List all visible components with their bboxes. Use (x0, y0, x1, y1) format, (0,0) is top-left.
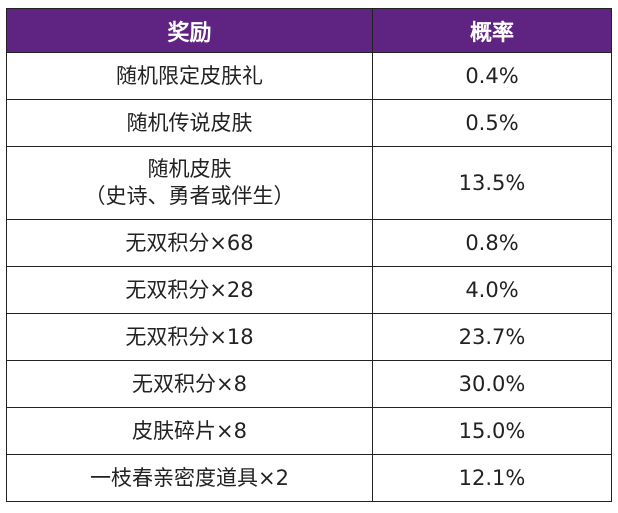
table-row: 无双积分×8 30.0% (6, 360, 612, 408)
table-row: 无双积分×28 4.0% (6, 266, 612, 314)
table-row: 一枝春亲密度道具×2 12.1% (6, 454, 612, 502)
reward-cell: 无双积分×18 (6, 313, 373, 361)
probability-cell: 0.4% (372, 52, 612, 100)
table-header-row: 奖励 概率 (6, 8, 612, 53)
probability-cell: 30.0% (372, 360, 612, 408)
table-row: 随机传说皮肤 0.5% (6, 99, 612, 147)
reward-cell: 无双积分×68 (6, 219, 373, 267)
reward-probability-table: 奖励 概率 随机限定皮肤礼 0.4% 随机传说皮肤 0.5% 随机皮肤 （史诗、… (6, 8, 612, 502)
table-row: 随机限定皮肤礼 0.4% (6, 52, 612, 100)
reward-cell: 随机限定皮肤礼 (6, 52, 373, 100)
header-probability: 概率 (372, 8, 612, 53)
reward-cell: 随机皮肤 （史诗、勇者或伴生） (6, 146, 373, 220)
probability-cell: 12.1% (372, 454, 612, 502)
reward-cell: 无双积分×8 (6, 360, 373, 408)
reward-note: （史诗、勇者或伴生） (84, 184, 295, 208)
table-row: 无双积分×18 23.7% (6, 313, 612, 361)
reward-name: 随机皮肤 (147, 157, 232, 181)
probability-cell: 15.0% (372, 407, 612, 455)
probability-cell: 4.0% (372, 266, 612, 314)
table-row: 随机皮肤 （史诗、勇者或伴生） 13.5% (6, 146, 612, 220)
reward-cell: 无双积分×28 (6, 266, 373, 314)
reward-cell: 皮肤碎片×8 (6, 407, 373, 455)
table-row: 无双积分×68 0.8% (6, 219, 612, 267)
probability-cell: 0.5% (372, 99, 612, 147)
probability-cell: 0.8% (372, 219, 612, 267)
reward-cell: 一枝春亲密度道具×2 (6, 454, 373, 502)
table-row: 皮肤碎片×8 15.0% (6, 407, 612, 455)
probability-cell: 13.5% (372, 146, 612, 220)
header-reward: 奖励 (6, 8, 373, 53)
reward-cell: 随机传说皮肤 (6, 99, 373, 147)
probability-cell: 23.7% (372, 313, 612, 361)
